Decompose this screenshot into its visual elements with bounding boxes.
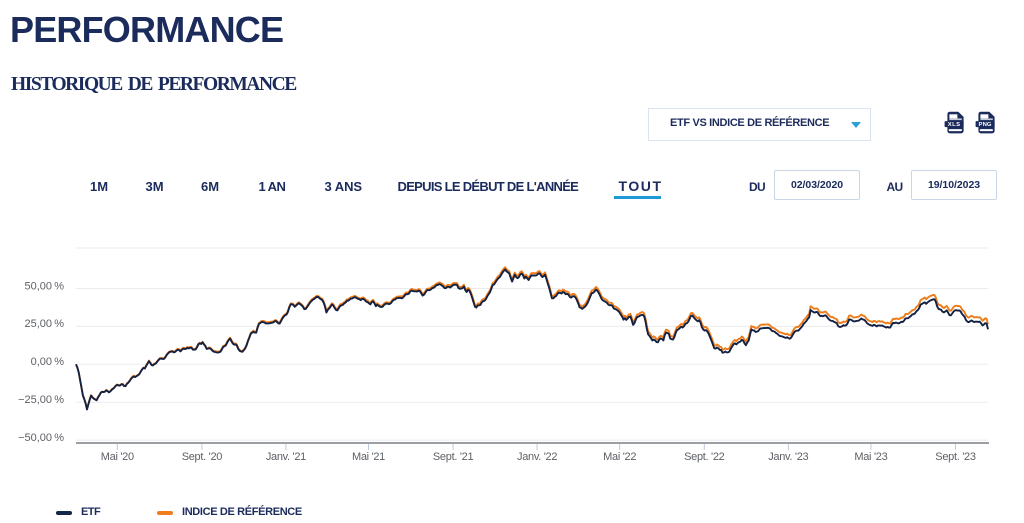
- svg-text:XLS: XLS: [948, 122, 961, 128]
- svg-text:Mai '23: Mai '23: [854, 451, 887, 463]
- svg-text:50,00 %: 50,00 %: [24, 280, 64, 292]
- svg-text:Janv. '23: Janv. '23: [768, 451, 808, 463]
- svg-text:Sept. '23: Sept. '23: [935, 451, 976, 463]
- svg-text:Janv. '21: Janv. '21: [266, 451, 306, 463]
- svg-text:Sept. '21: Sept. '21: [433, 451, 474, 463]
- svg-text:Sept. '22: Sept. '22: [684, 451, 725, 463]
- svg-text:PNG: PNG: [978, 122, 991, 128]
- svg-text:Sept. '20: Sept. '20: [182, 451, 223, 463]
- svg-text:Mai '20: Mai '20: [101, 451, 134, 463]
- svg-text:Mai '21: Mai '21: [352, 451, 385, 463]
- svg-text:25,00 %: 25,00 %: [24, 318, 64, 330]
- svg-text:−50,00 %: −50,00 %: [18, 432, 64, 444]
- svg-text:Mai '22: Mai '22: [603, 451, 636, 463]
- svg-text:Janv. '22: Janv. '22: [517, 451, 557, 463]
- svg-text:0,00 %: 0,00 %: [31, 356, 65, 368]
- svg-text:−25,00 %: −25,00 %: [18, 394, 64, 406]
